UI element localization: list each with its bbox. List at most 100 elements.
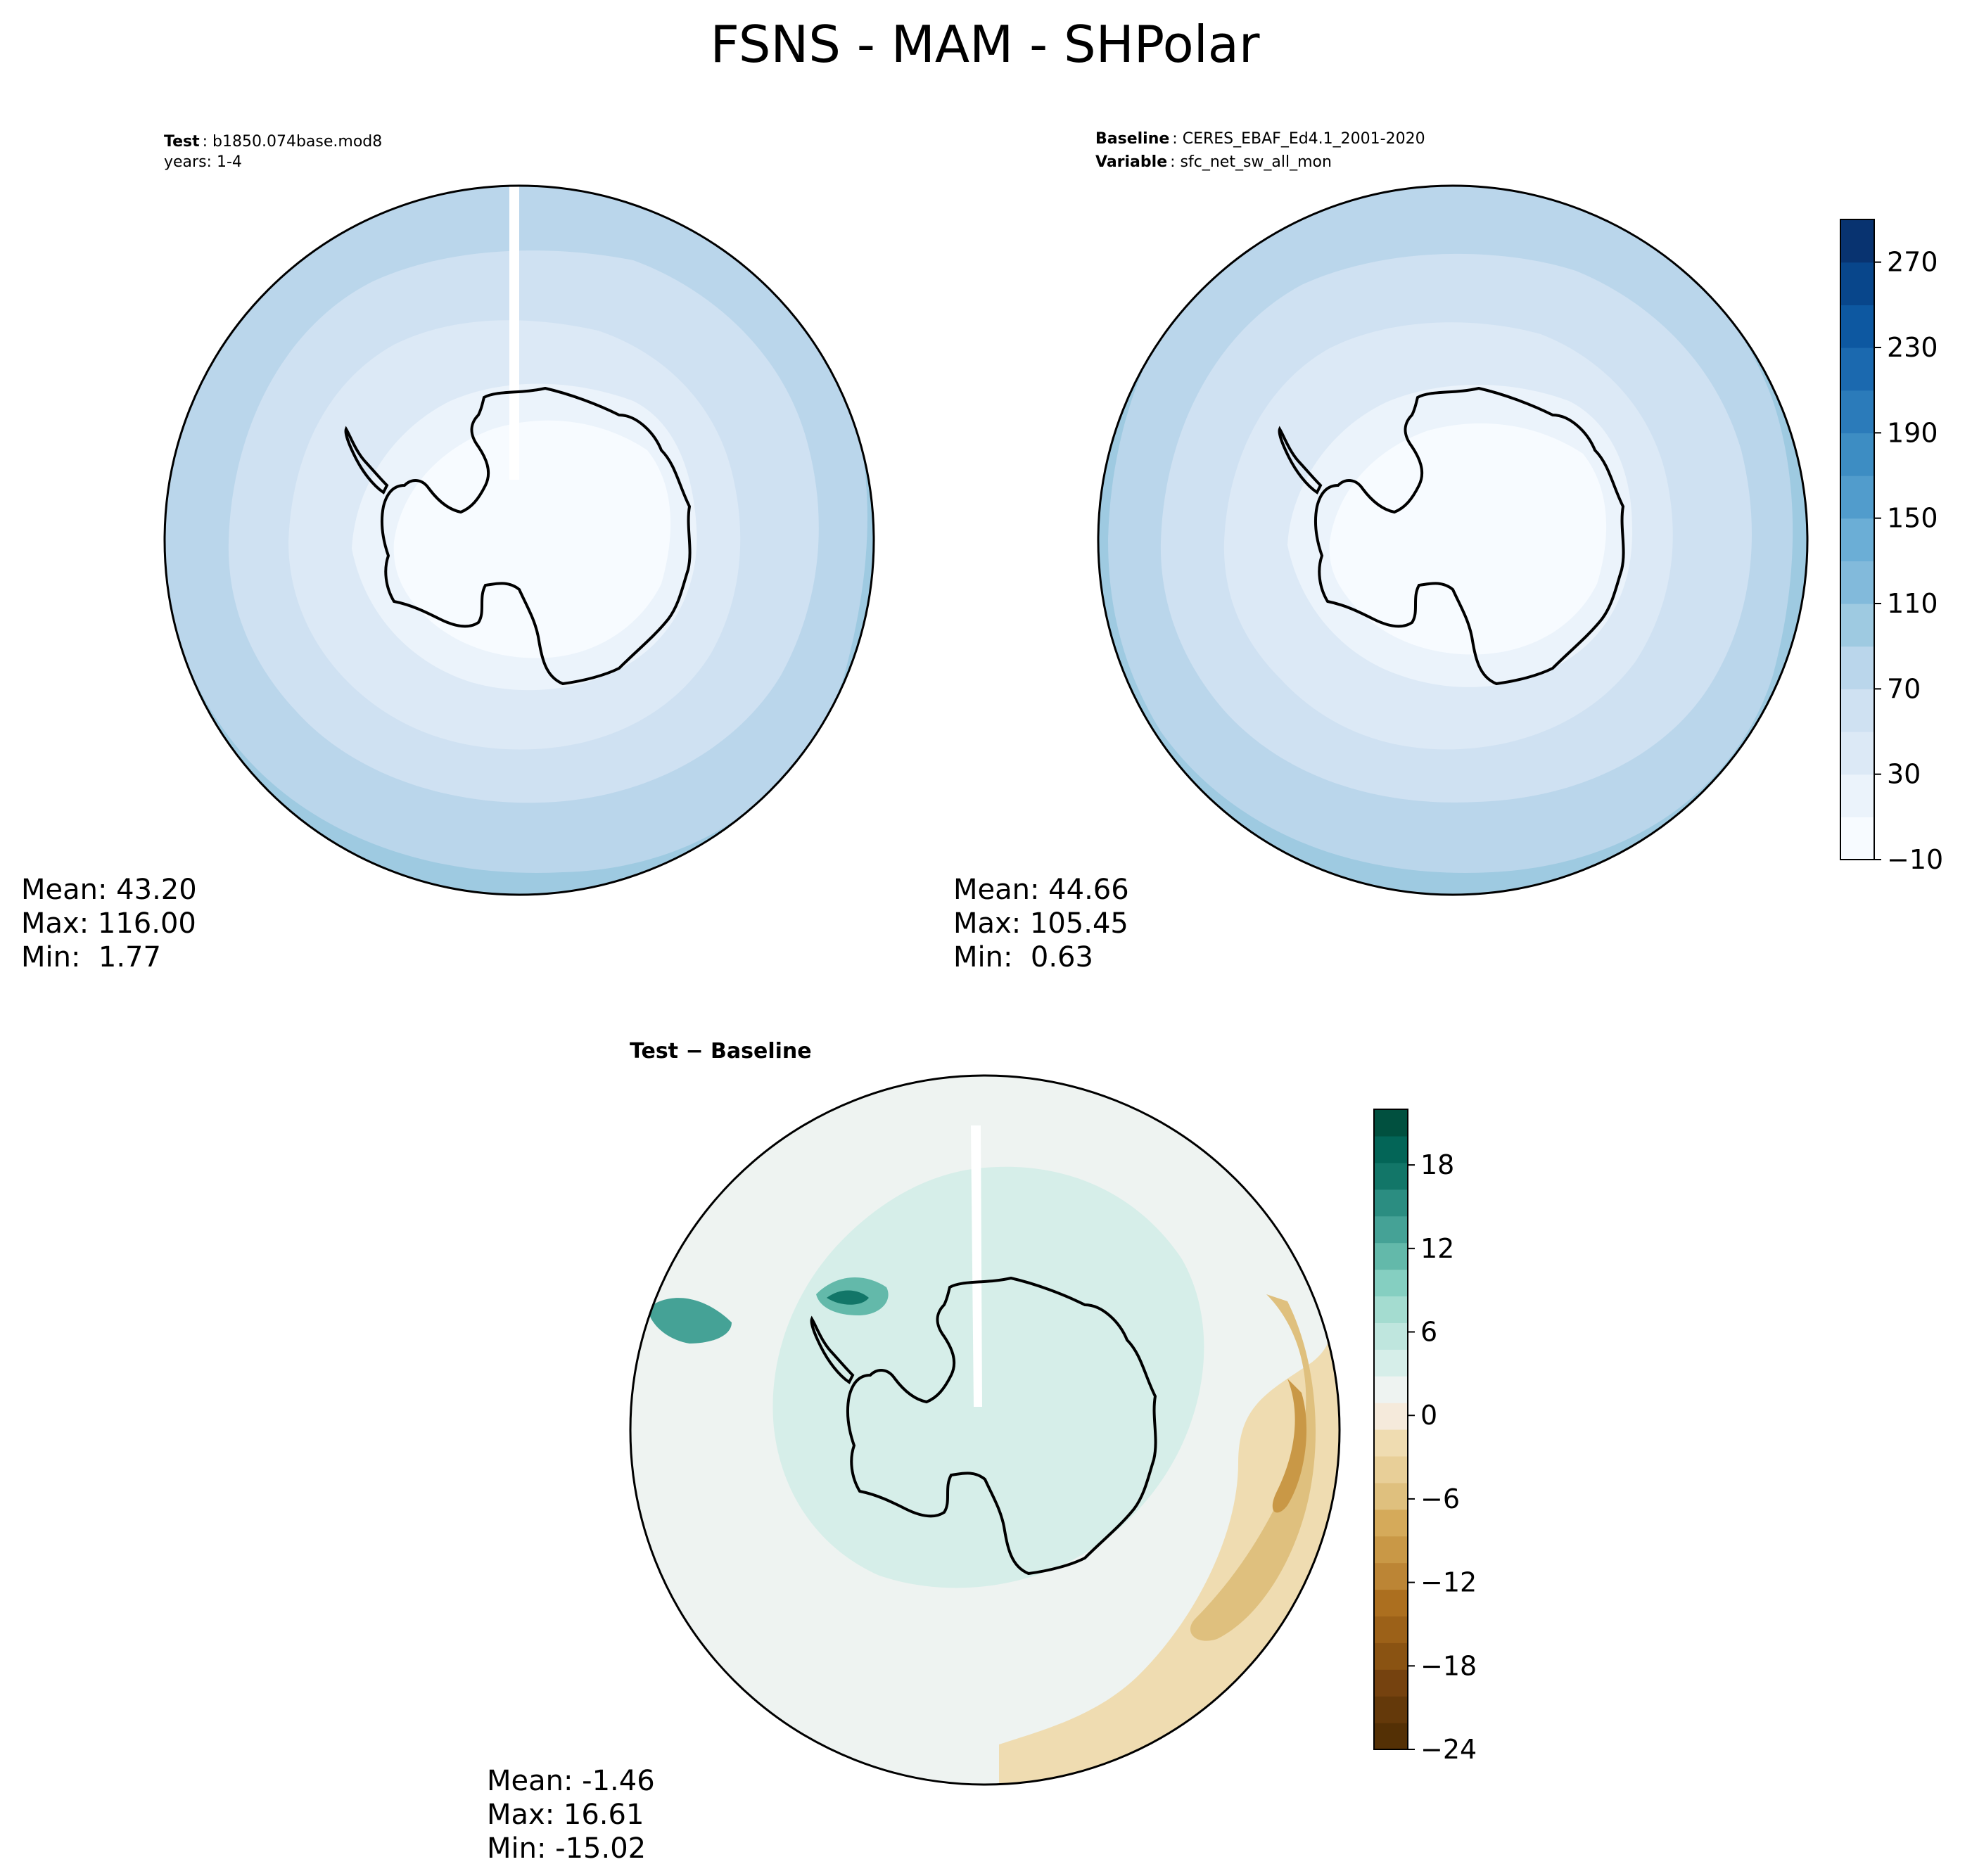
baseline-stat-max: Max: 105.45 (953, 907, 1128, 940)
colorbar-difference-swatch (1374, 1322, 1408, 1350)
colorbar-difference-swatch (1374, 1296, 1408, 1323)
colorbar-difference-tick-label: 0 (1420, 1400, 1437, 1431)
colorbar-main-tick-label: −10 (1887, 844, 1943, 875)
colorbar-difference-swatch (1374, 1562, 1408, 1590)
test-field-pole (393, 420, 671, 658)
difference-field-neg-2 (1190, 1294, 1316, 1641)
colorbar-difference-frame (1373, 1109, 1408, 1750)
difference-field-neg-1 (985, 1076, 1340, 1785)
test-stat-max: Max: 116.00 (21, 907, 196, 940)
baseline-header-value: CERES_EBAF_Ed4.1_2001-2020 (1183, 130, 1425, 148)
test-header-line-2: years: 1-4 (164, 153, 242, 171)
colorbar-main-tick-label: 110 (1887, 588, 1938, 619)
baseline-variable-value: sfc_net_sw_all_mon (1181, 153, 1332, 171)
colorbar-difference-swatch (1374, 1162, 1408, 1190)
test-coastline (344, 386, 692, 686)
colorbar-main-swatch (1840, 604, 1874, 647)
difference-stat-min: Min: -15.02 (487, 1832, 646, 1865)
test-panel: Test: b1850.074base.mod8 years: 1-4 Mean… (21, 133, 875, 974)
colorbar-difference-tick-label: −12 (1420, 1567, 1477, 1598)
colorbar-difference-swatch (1374, 1455, 1408, 1483)
colorbar-main-swatch (1840, 774, 1874, 817)
colorbar-main-swatch (1840, 817, 1874, 860)
colorbar-main-tick-label: 270 (1887, 247, 1938, 278)
baseline-header-key: Baseline (1095, 130, 1169, 148)
test-stat-min: Min: 1.77 (21, 941, 161, 974)
colorbar-difference-swatch (1374, 1642, 1408, 1670)
colorbar-difference-swatch (1374, 1616, 1408, 1643)
colorbar-main-swatch (1840, 689, 1874, 732)
difference-field-pos-1 (772, 1166, 1204, 1588)
difference-field-pos-3 (827, 1290, 869, 1305)
colorbar-main-swatch (1840, 433, 1874, 476)
difference-map (630, 1076, 1340, 1785)
baseline-map (1098, 186, 1807, 895)
colorbar-difference-tick-label: −18 (1420, 1650, 1477, 1681)
colorbar-main-swatch (1840, 262, 1874, 305)
colorbar-main-swatch (1840, 390, 1874, 433)
colorbar-difference-swatch (1374, 1349, 1408, 1377)
difference-field-pos-4 (647, 1298, 732, 1344)
test-header-value: b1850.074base.mod8 (212, 133, 382, 151)
colorbar-difference-swatch (1374, 1669, 1408, 1697)
colorbar-difference-swatch (1374, 1429, 1408, 1457)
test-header-key: Test (164, 133, 200, 151)
colorbar-difference-swatch (1374, 1482, 1408, 1510)
difference-map-boundary (629, 1074, 1341, 1786)
colorbar-difference-swatch (1374, 1589, 1408, 1617)
difference-coastline (810, 1276, 1157, 1576)
baseline-stat-mean: Mean: 44.66 (953, 874, 1129, 906)
test-missing-strip (509, 186, 519, 480)
baseline-stat-min: Min: 0.63 (953, 941, 1093, 974)
baseline-coastline (1278, 386, 1625, 686)
colorbar-difference-swatch (1374, 1403, 1408, 1430)
colorbar-difference-swatch (1374, 1696, 1408, 1723)
difference-stat-max: Max: 16.61 (487, 1799, 644, 1831)
colorbar-difference-swatch (1374, 1189, 1408, 1217)
colorbar-difference-swatch (1374, 1215, 1408, 1244)
colorbar-main: −10 30 70 110 150 190 230 270 (1840, 219, 1943, 875)
colorbar-difference-swatch (1374, 1109, 1408, 1137)
colorbar-main-tick-label: 70 (1887, 673, 1921, 704)
colorbar-difference-tick-label: 6 (1420, 1317, 1437, 1348)
difference-field-neg-3 (1272, 1379, 1307, 1513)
colorbar-difference-swatch (1374, 1242, 1408, 1270)
colorbar-difference-tick-label: 12 (1420, 1233, 1454, 1264)
test-header-line-1: Test: b1850.074base.mod8 (164, 133, 382, 151)
colorbar-main-tick-label: 230 (1887, 332, 1938, 363)
colorbar-difference-swatch (1374, 1723, 1408, 1750)
colorbar-main-swatch (1840, 219, 1874, 263)
colorbar-difference-swatch (1374, 1536, 1408, 1564)
colorbar-main-swatch (1840, 476, 1874, 519)
colorbar-main-swatch (1840, 646, 1874, 689)
test-stat-mean: Mean: 43.20 (21, 874, 197, 906)
colorbar-main-frame (1840, 219, 1875, 860)
colorbar-difference-tick-label: −6 (1420, 1483, 1460, 1514)
colorbar-difference-swatch (1374, 1135, 1408, 1163)
difference-missing-strip (971, 1125, 982, 1407)
colorbar-main-swatch (1840, 732, 1874, 775)
colorbar-main-swatch (1840, 561, 1874, 604)
test-map-boundary (163, 184, 875, 896)
baseline-field-pole (1329, 423, 1607, 655)
baseline-variable-key: Variable (1095, 153, 1167, 171)
test-map (165, 186, 874, 895)
colorbar-difference-tick-label: 18 (1420, 1149, 1454, 1180)
colorbar-main-tick-label: 30 (1887, 759, 1921, 790)
difference-header: Test − Baseline (630, 1039, 812, 1064)
colorbar-difference-swatch (1374, 1376, 1408, 1403)
colorbar-main-swatch (1840, 347, 1874, 391)
colorbar-main-swatch (1840, 518, 1874, 561)
baseline-header-line-1: Baseline: CERES_EBAF_Ed4.1_2001-2020 (1095, 130, 1425, 148)
baseline-panel: Baseline: CERES_EBAF_Ed4.1_2001-2020 Var… (953, 130, 1943, 974)
colorbar-difference-tick-label: −24 (1420, 1734, 1477, 1765)
colorbar-difference-swatch (1374, 1269, 1408, 1297)
colorbar-main-tick-label: 150 (1887, 503, 1938, 534)
difference-panel: Test − Baseline Mean: -1.46 Max: 16.61 M… (487, 1039, 1477, 1865)
colorbar-main-tick-label: 190 (1887, 417, 1938, 448)
difference-stat-mean: Mean: -1.46 (487, 1765, 655, 1797)
baseline-header-line-2: Variable: sfc_net_sw_all_mon (1095, 153, 1332, 171)
figure-title: FSNS - MAM - SHPolar (711, 15, 1260, 74)
baseline-map-boundary (1097, 184, 1809, 896)
